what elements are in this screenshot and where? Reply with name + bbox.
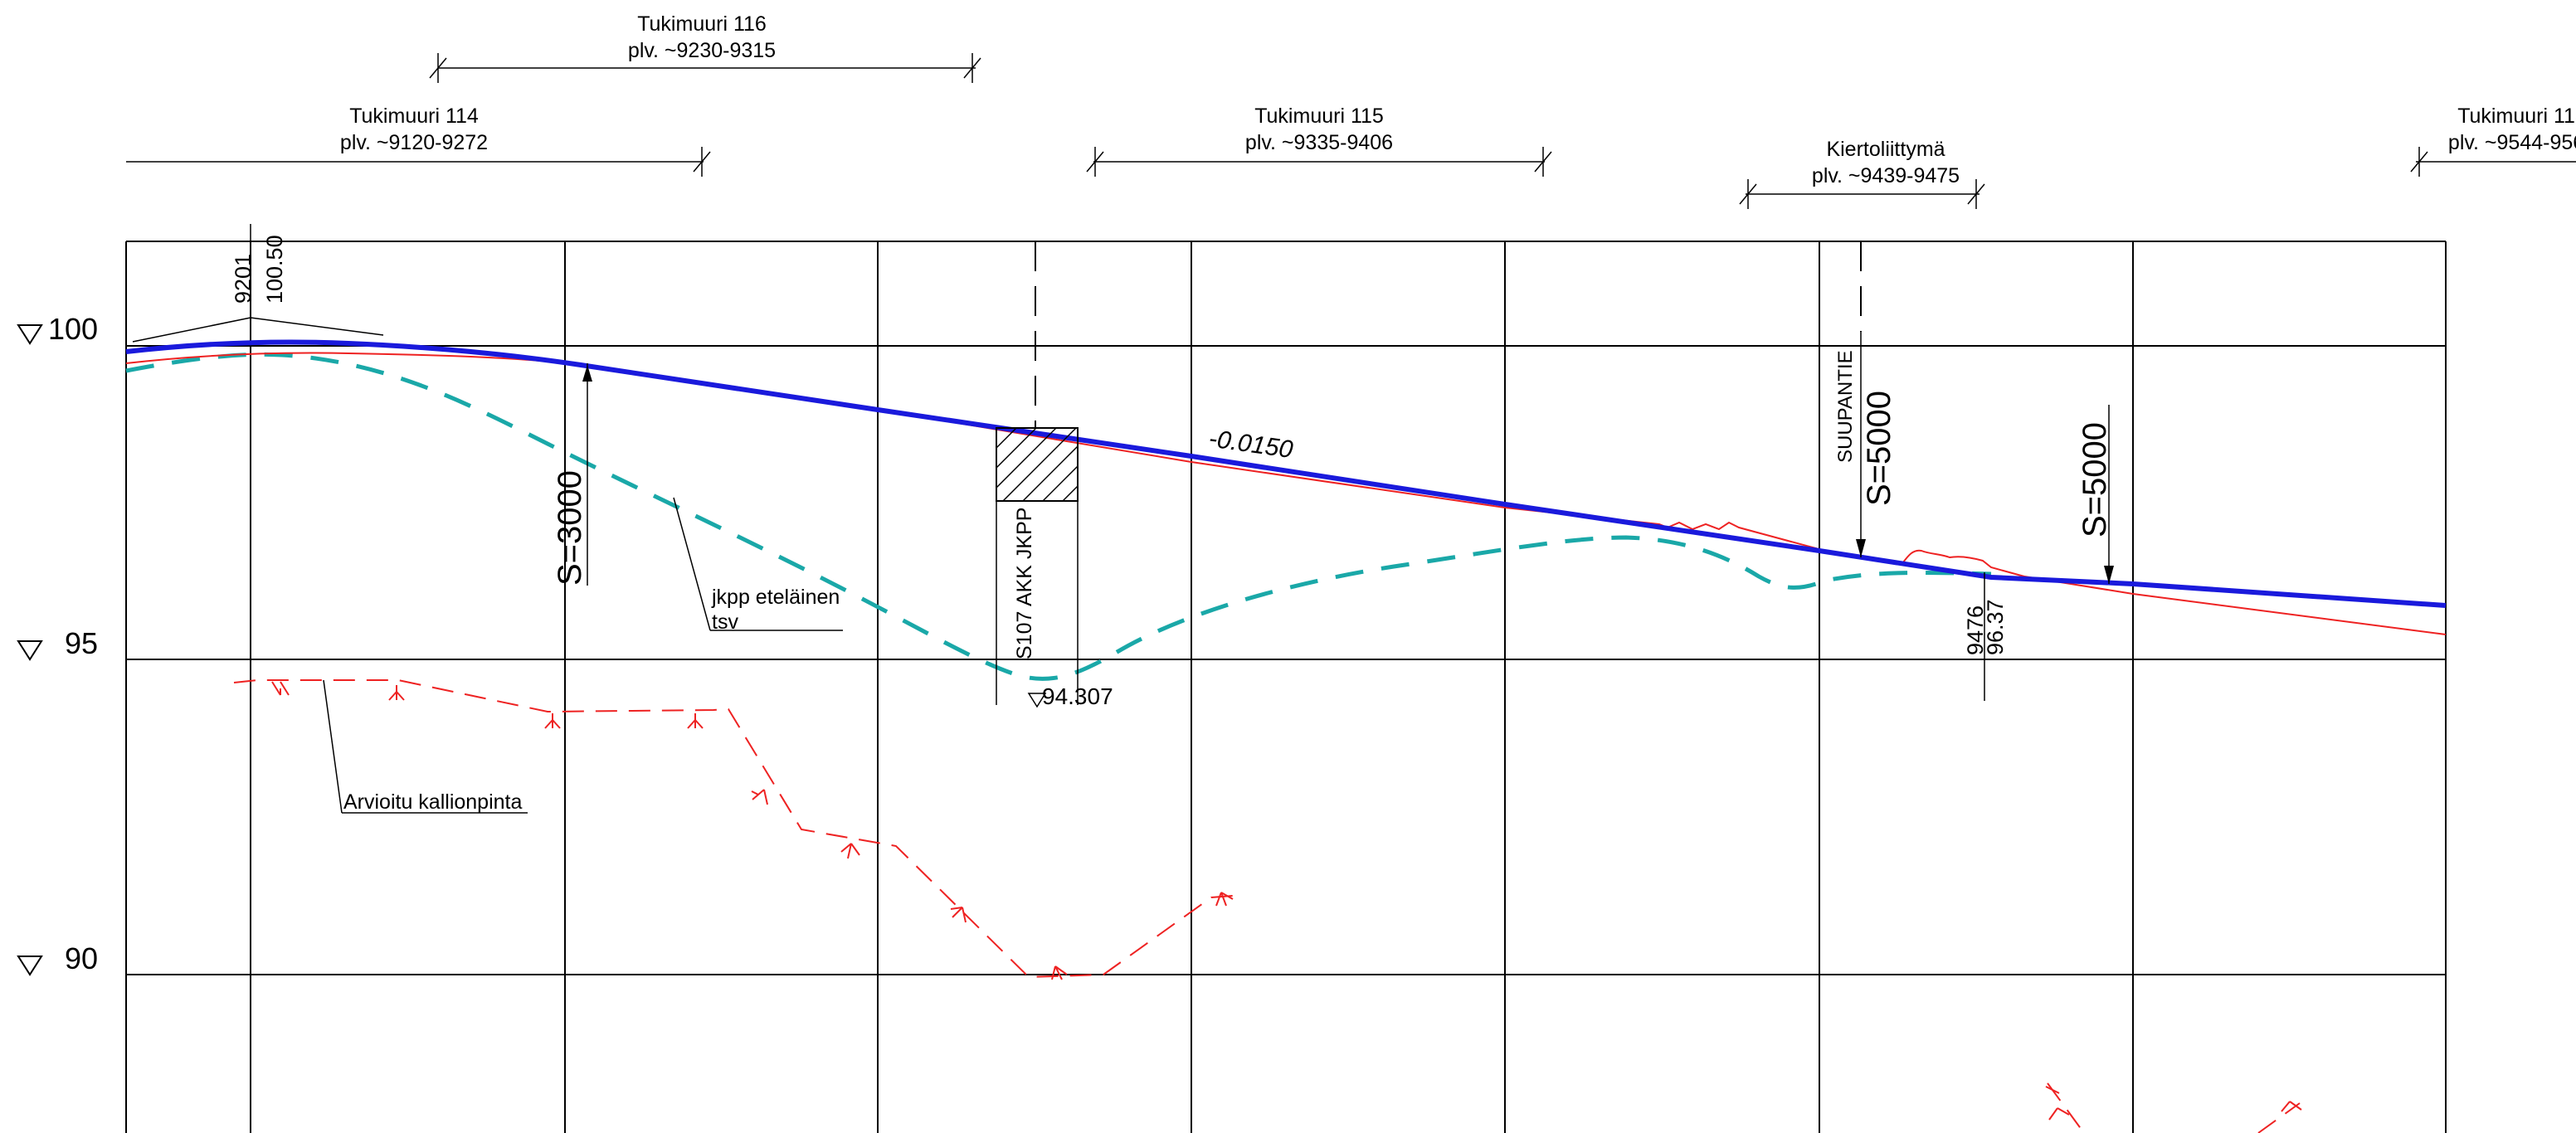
dimension-tukimuuri-118: Tukimuuri 118 plv. ~9544-9569 <box>2410 105 2576 177</box>
dimension-tick <box>963 57 981 79</box>
elevation-marker-90: 90 <box>17 941 98 976</box>
station-number: 9201 <box>231 254 256 304</box>
arrow-down-icon <box>1856 539 1866 557</box>
jkpp-south-line-group: jkpp eteläinen tsv <box>125 352 1992 681</box>
elevation-triangle-icon <box>17 324 43 345</box>
elevation-marker-100: 100 <box>17 312 98 346</box>
structure-range: plv. ~9544-9569 <box>2448 131 2576 154</box>
dimension-tick <box>1086 151 1104 173</box>
culvert-s107: S107 AKK JKPP 94.307 <box>996 241 1113 709</box>
grade-slope-label: -0.0150 <box>1207 425 1295 464</box>
bedrock-symbols <box>271 681 2302 1121</box>
station-elevation: 100.50 <box>262 235 287 304</box>
bedrock-line-right <box>2257 1102 2301 1133</box>
bedrock-line-right <box>2047 1082 2085 1133</box>
jkpp-south-line <box>125 352 1992 681</box>
structure-name: Tukimuuri 118 <box>2457 105 2576 128</box>
dimension-tukimuuri-114: Tukimuuri 114 plv. ~9120-9272 <box>126 105 711 177</box>
culvert-section <box>996 427 1079 502</box>
structure-name: Tukimuuri 114 <box>349 105 479 128</box>
elevation-label-100: 100 <box>48 312 98 346</box>
vertical-curve-s3000: S=3000 <box>552 363 592 586</box>
dimension-tick <box>1534 151 1552 173</box>
elevation-label-95: 95 <box>65 626 98 660</box>
station-mark-9476: 9476 96.37 <box>1963 572 2008 701</box>
vertical-curve-s5000: S=5000 <box>2077 405 2114 584</box>
structure-name: Kiertoliittymä <box>1826 138 1945 161</box>
station-elevation: 96.37 <box>1983 599 2008 655</box>
curve-label: S=5000 <box>1861 391 1897 506</box>
culvert-hatch <box>996 427 1079 502</box>
dimension-tick <box>1967 183 1985 205</box>
dimension-tick <box>1739 183 1757 205</box>
profile-grid <box>125 241 2447 1133</box>
suupantie-junction: SUUPANTIE S=5000 <box>1834 241 1897 557</box>
elevation-label-90: 90 <box>65 941 98 975</box>
jkpp-leader <box>673 497 711 631</box>
station-number: 9476 <box>1963 605 1988 655</box>
elevation-triangle-icon <box>17 640 43 661</box>
design-grade-line <box>125 339 2447 608</box>
bedrock-leader <box>323 679 343 814</box>
dimension-kiertoliittyma: Kiertoliittymä plv. ~9439-9475 <box>1739 138 1985 209</box>
station-leader <box>250 317 384 336</box>
dimension-tukimuuri-115: Tukimuuri 115 plv. ~9335-9406 <box>1086 105 1552 177</box>
structure-range: plv. ~9439-9475 <box>1812 164 1960 187</box>
dimension-tick <box>2410 151 2428 173</box>
station-mark-9201: 9201 100.50 <box>132 224 384 348</box>
suupantie-label: SUUPANTIE <box>1834 350 1857 463</box>
bedrock-label: Arvioitu kallionpinta <box>343 790 522 814</box>
arrow-up-icon <box>582 365 592 382</box>
station-leader <box>132 317 251 343</box>
curve-label: S=5000 <box>2077 422 2113 537</box>
structure-range: plv. ~9230-9315 <box>628 39 776 62</box>
elevation-triangle-icon <box>1027 693 1047 708</box>
bedrock-estimate: Arvioitu kallionpinta <box>233 679 2302 1133</box>
arrow-down-icon <box>2104 566 2114 584</box>
elevation-triangle-icon <box>17 956 43 976</box>
structure-name: Tukimuuri 116 <box>637 12 767 36</box>
elevation-marker-95: 95 <box>17 626 98 661</box>
bedrock-line <box>233 679 1234 979</box>
culvert-elevation: 94.307 <box>1042 683 1113 709</box>
structure-range: plv. ~9120-9272 <box>340 131 488 154</box>
jkpp-label-line2: tsv <box>712 610 738 634</box>
structure-name: Tukimuuri 115 <box>1254 105 1384 128</box>
dimension-tukimuuri-116: Tukimuuri 116 plv. ~9230-9315 <box>429 12 981 83</box>
dimension-tick <box>429 57 447 79</box>
structure-range: plv. ~9335-9406 <box>1245 131 1393 154</box>
culvert-label: S107 AKK JKPP <box>1013 508 1036 659</box>
dimension-tick <box>693 151 711 173</box>
curve-label: S=3000 <box>552 470 588 586</box>
jkpp-label-line1: jkpp eteläinen <box>711 586 840 609</box>
